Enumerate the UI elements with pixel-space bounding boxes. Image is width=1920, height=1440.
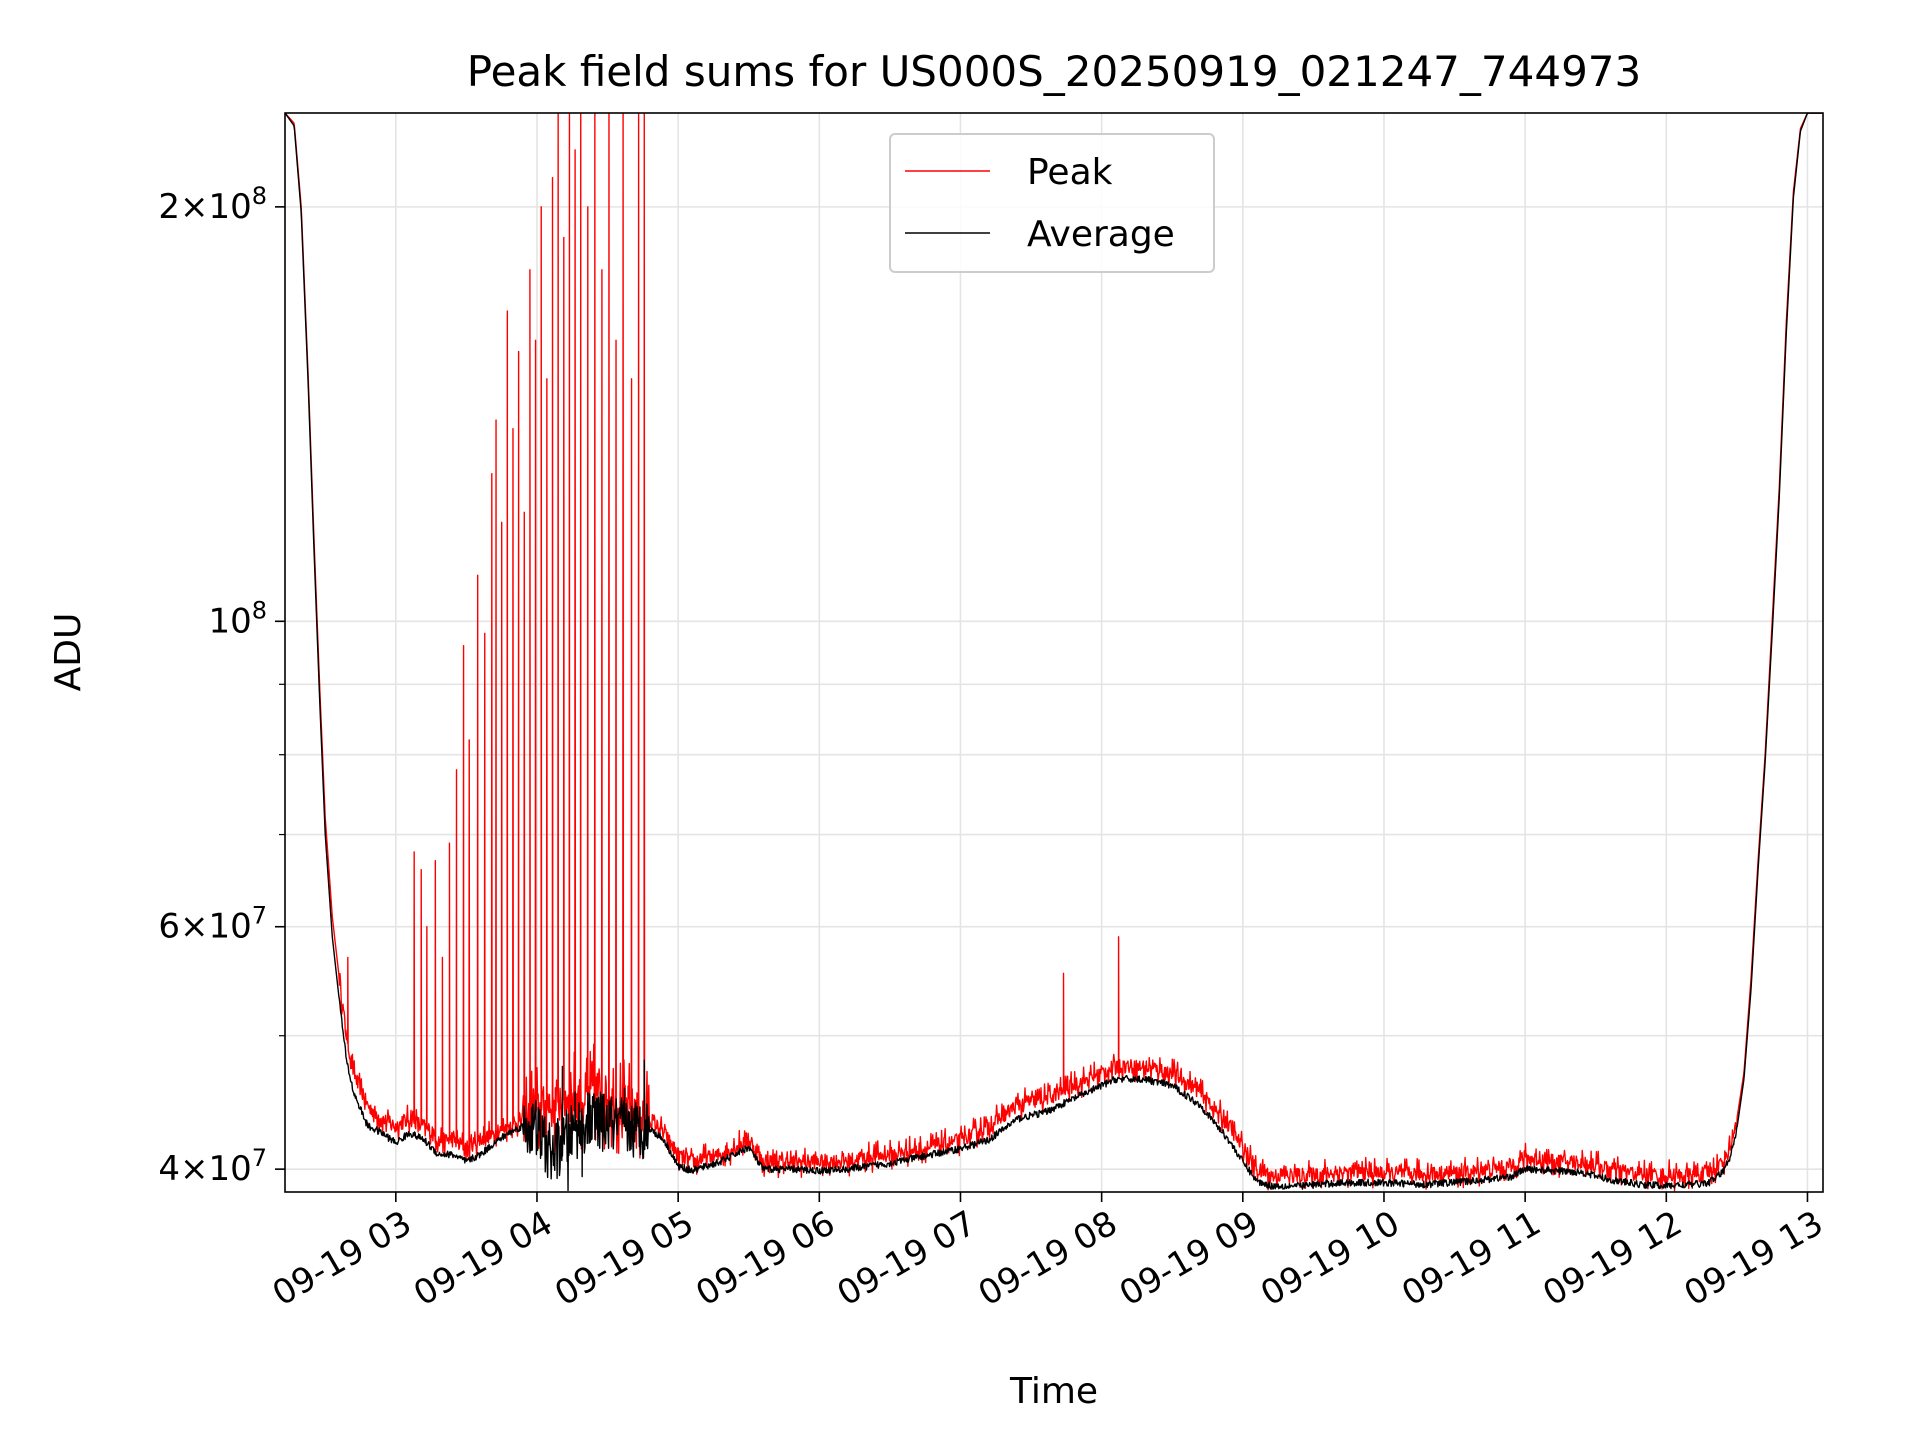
y-axis: 4×107 6×107 108 2×108 [158,182,285,1189]
x-tick-label: 09-19 04 [407,1203,559,1314]
x-tick-label: 09-19 12 [1536,1203,1688,1314]
y-tick-label: 4×107 [158,1144,267,1189]
chart-title: Peak field sums for US000S_20250919_0212… [467,47,1641,96]
y-tick-label: 2×108 [158,182,267,227]
x-tick-label: 09-19 08 [972,1203,1124,1314]
x-tick-label: 09-19 07 [831,1203,983,1314]
x-tick-label: 09-19 13 [1678,1203,1830,1314]
y-axis-label: ADU [48,613,89,692]
y-tick-label: 6×107 [158,902,267,947]
x-tick-label: 09-19 03 [266,1203,418,1314]
series-line-peak [285,113,1823,1192]
legend-box [889,133,1215,273]
series-area [285,113,1823,1192]
x-tick-label: 09-19 09 [1113,1203,1265,1314]
x-tick-label: 09-19 05 [548,1203,700,1314]
x-tick-label: 09-19 06 [689,1203,841,1314]
y-tick-label: 108 [208,596,267,641]
plot-frame [284,112,1824,1193]
series-line-average [285,113,1823,1192]
legend-label-average: Average [1027,214,1175,255]
legend: Peak Average [889,133,1215,273]
legend-label-peak: Peak [1027,152,1113,193]
x-tick-label: 09-19 11 [1395,1203,1547,1314]
grid [285,113,1823,1192]
x-axis-label: Time [1009,1371,1098,1412]
x-tick-label: 09-19 10 [1254,1203,1406,1314]
